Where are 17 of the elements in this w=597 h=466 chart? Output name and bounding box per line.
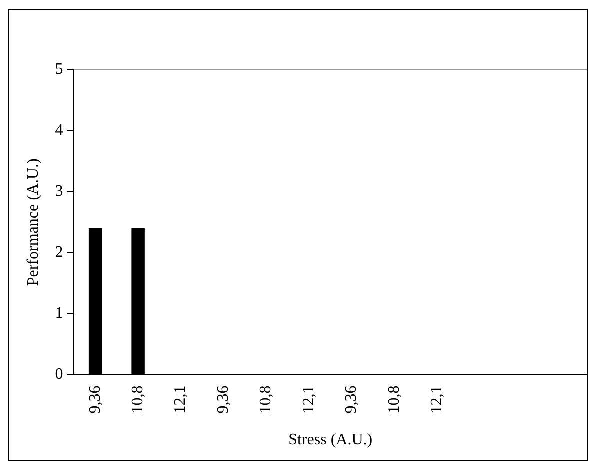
x-axis-title: Stress (A.U.) bbox=[288, 432, 373, 449]
x-tick-label: 12,1 bbox=[300, 386, 318, 414]
x-tick-label: 10,8 bbox=[258, 386, 275, 414]
x-tick-label: 9,36 bbox=[343, 386, 360, 414]
y-tick-label: 5 bbox=[55, 61, 64, 78]
x-tick-label: 12,1 bbox=[428, 386, 446, 414]
x-tick-label: 9,36 bbox=[214, 386, 232, 414]
x-tick-label: 12,1 bbox=[172, 386, 190, 414]
x-tick-label: 10,8 bbox=[386, 386, 403, 414]
y-tick-label: 3 bbox=[55, 183, 64, 200]
y-axis-title: Performance (A.U.) bbox=[24, 158, 42, 286]
y-tick-label: 2 bbox=[55, 244, 64, 262]
x-tick-label: 10,8 bbox=[130, 386, 147, 414]
y-tick-label: 0 bbox=[55, 366, 64, 384]
y-tick-label: 4 bbox=[55, 122, 64, 140]
x-tick-label: 9,36 bbox=[86, 386, 104, 414]
y-tick-label: 1 bbox=[55, 305, 64, 322]
